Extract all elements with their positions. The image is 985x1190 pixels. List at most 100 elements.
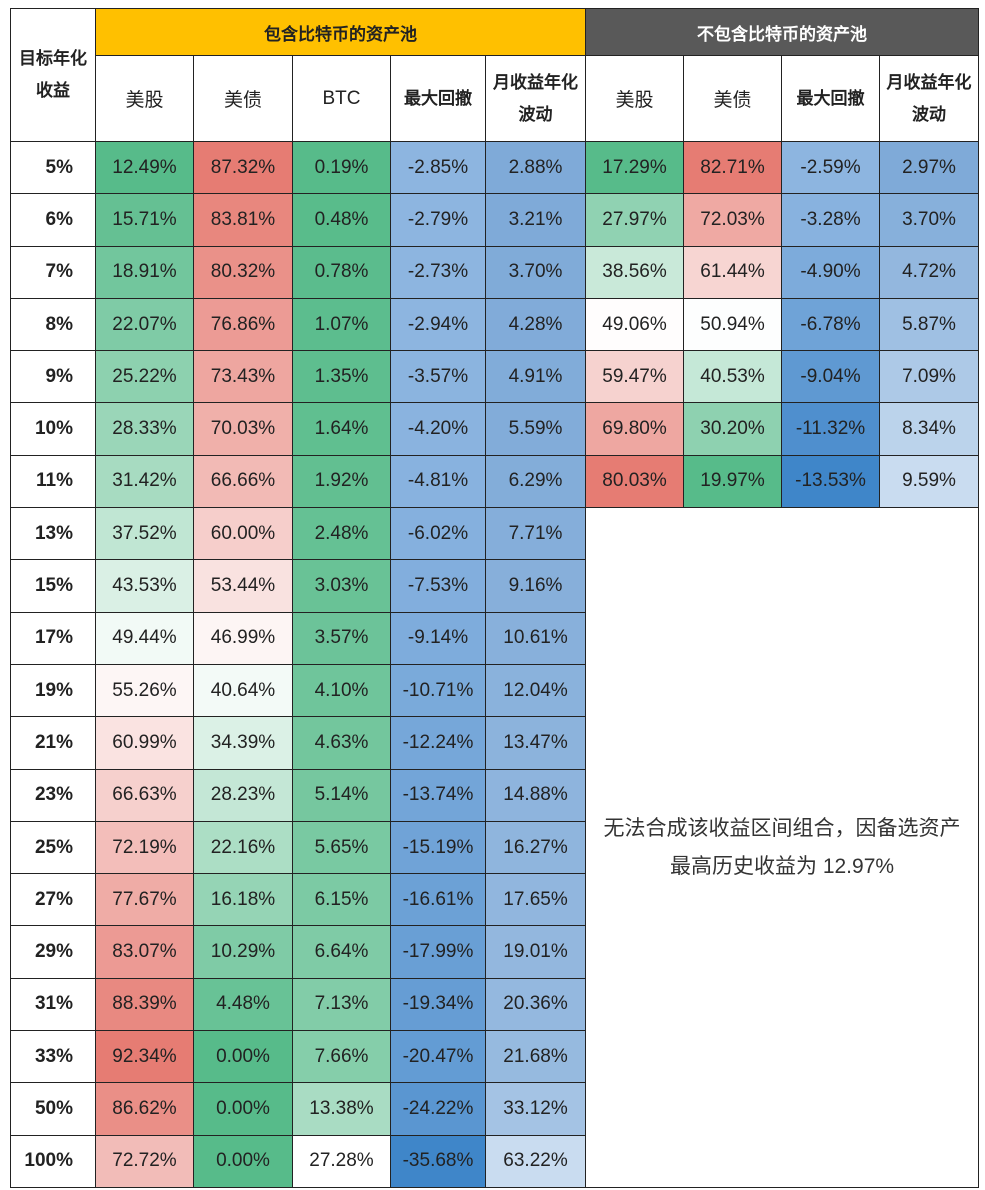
without-btc-volatility-cell: 4.72% xyxy=(879,245,980,299)
with-btc-us-bond-cell: 28.23% xyxy=(193,768,293,822)
with-btc-us-stock-cell: 15.71% xyxy=(95,193,194,247)
with-btc-btc-cell: 4.63% xyxy=(292,716,391,770)
table-row: 50% 86.62% 0.00% 13.38% -24.22% 33.12% xyxy=(10,1082,979,1136)
table-row: 29% 83.07% 10.29% 6.64% -17.99% 19.01% xyxy=(10,925,979,979)
with-btc-volatility-cell: 13.47% xyxy=(484,716,587,770)
with-btc-volatility-cell: 19.01% xyxy=(484,925,587,979)
with-btc-max-drawdown-cell: -10.71% xyxy=(390,663,486,718)
without-btc-volatility-cell: 9.59% xyxy=(879,454,980,509)
with-btc-group-header: 包含比特币的资产池 xyxy=(94,8,587,56)
table-row: 25% 72.19% 22.16% 5.65% -15.19% 16.27% xyxy=(10,820,979,875)
target-return-cell: 7% xyxy=(10,245,96,299)
with-btc-max-drawdown-cell: -16.61% xyxy=(390,873,486,927)
with-btc-volatility-cell: 21.68% xyxy=(484,1030,587,1084)
target-return-cell: 10% xyxy=(10,402,96,456)
table-row: 27% 77.67% 16.18% 6.15% -16.61% 17.65% xyxy=(10,873,979,927)
with-btc-us-stock-cell: 55.26% xyxy=(95,663,194,718)
without-btc-max-drawdown-cell: -4.90% xyxy=(781,245,881,299)
with-btc-volatility-cell: 5.59% xyxy=(484,402,587,456)
with-btc-volatility-cell: 6.29% xyxy=(484,454,587,509)
with-btc-us-bond-cell: 34.39% xyxy=(193,716,293,770)
with-btc-max-drawdown-cell: -2.85% xyxy=(390,140,486,195)
table-row: 11% 31.42% 66.66% 1.92% -4.81% 6.29% 80.03% 19.… xyxy=(10,454,980,509)
without-btc-max-drawdown-cell: -11.32% xyxy=(781,402,881,456)
without-btc-us-bond-cell: 19.97% xyxy=(683,454,783,509)
with-btc-max-drawdown-cell: -12.24% xyxy=(390,716,486,770)
with-btc-us-stock-cell: 60.99% xyxy=(95,716,194,770)
target-return-cell: 33% xyxy=(10,1030,96,1084)
with-btc-col-header: BTC xyxy=(292,55,391,142)
with-btc-btc-cell: 1.35% xyxy=(292,350,391,404)
table-row: 15% 43.53% 53.44% 3.03% -7.53% 9.16% xyxy=(10,559,979,613)
with-btc-volatility-cell: 20.36% xyxy=(484,977,587,1032)
without-btc-us-bond-cell: 40.53% xyxy=(683,350,783,404)
target-return-cell: 100% xyxy=(10,1134,96,1188)
target-return-header: 目标年化收益 xyxy=(10,8,96,142)
with-btc-volatility-cell: 14.88% xyxy=(484,768,587,822)
with-btc-us-stock-cell: 43.53% xyxy=(95,559,194,613)
with-btc-btc-cell: 7.66% xyxy=(292,1030,391,1084)
target-return-cell: 17% xyxy=(10,611,96,665)
with-btc-btc-cell: 6.64% xyxy=(292,925,391,979)
with-btc-btc-cell: 1.07% xyxy=(292,297,391,352)
with-btc-col-header: 美股 xyxy=(95,55,194,142)
target-return-cell: 9% xyxy=(10,350,96,404)
without-btc-col-header: 美债 xyxy=(683,55,783,142)
with-btc-btc-cell: 0.19% xyxy=(292,140,391,195)
with-btc-us-bond-cell: 10.29% xyxy=(193,925,293,979)
table-row: 5% 12.49% 87.32% 0.19% -2.85% 2.88% 17.29% 82.7… xyxy=(10,140,980,195)
with-btc-us-bond-cell: 66.66% xyxy=(193,454,293,509)
with-btc-max-drawdown-cell: -35.68% xyxy=(390,1134,486,1188)
without-btc-volatility-cell: 2.97% xyxy=(879,140,980,195)
without-btc-col-header: 最大回撤 xyxy=(781,55,881,142)
table-row: 17% 49.44% 46.99% 3.57% -9.14% 10.61% xyxy=(10,611,979,665)
target-return-cell: 13% xyxy=(10,507,96,561)
without-btc-max-drawdown-cell: -9.04% xyxy=(781,350,881,404)
target-return-cell: 6% xyxy=(10,193,96,247)
without-btc-us-bond-cell: 61.44% xyxy=(683,245,783,299)
without-btc-max-drawdown-cell: -6.78% xyxy=(781,297,881,352)
with-btc-btc-cell: 0.48% xyxy=(292,193,391,247)
table-row: 10% 28.33% 70.03% 1.64% -4.20% 5.59% 69.80% 30.… xyxy=(10,402,980,456)
with-btc-us-stock-cell: 31.42% xyxy=(95,454,194,509)
target-return-cell: 31% xyxy=(10,977,96,1032)
with-btc-us-stock-cell: 72.19% xyxy=(95,820,194,875)
with-btc-us-bond-cell: 40.64% xyxy=(193,663,293,718)
without-btc-us-stock-cell: 59.47% xyxy=(585,350,685,404)
with-btc-us-stock-cell: 37.52% xyxy=(95,507,194,561)
target-return-cell: 25% xyxy=(10,820,96,875)
without-btc-volatility-cell: 7.09% xyxy=(879,350,980,404)
with-btc-volatility-cell: 16.27% xyxy=(484,820,587,875)
with-btc-btc-cell: 3.03% xyxy=(292,559,391,613)
table-row: 13% 37.52% 60.00% 2.48% -6.02% 7.71% 无法合成该收益区间… xyxy=(10,507,980,1188)
with-btc-max-drawdown-cell: -24.22% xyxy=(390,1082,486,1136)
with-btc-col-header: 最大回撤 xyxy=(390,55,486,142)
target-return-cell: 11% xyxy=(10,454,96,509)
table-row: 33% 92.34% 0.00% 7.66% -20.47% 21.68% xyxy=(10,1030,979,1084)
with-btc-us-stock-cell: 86.62% xyxy=(95,1082,194,1136)
without-btc-volatility-cell: 8.34% xyxy=(879,402,980,456)
table-row: 6% 15.71% 83.81% 0.48% -2.79% 3.21% 27.97% 72.0… xyxy=(10,193,980,247)
with-btc-volatility-cell: 4.91% xyxy=(484,350,587,404)
table-row: 21% 60.99% 34.39% 4.63% -12.24% 13.47% xyxy=(10,716,979,770)
without-btc-us-stock-cell: 38.56% xyxy=(585,245,685,299)
allocation-table: 目标年化收益 包含比特币的资产池 不包含比特币的资产池 美股 美债 BTC 最大回撤月… xyxy=(10,8,980,1188)
with-btc-us-bond-cell: 22.16% xyxy=(193,820,293,875)
with-btc-us-bond-cell: 70.03% xyxy=(193,402,293,456)
with-btc-us-stock-cell: 12.49% xyxy=(95,140,194,195)
with-btc-volatility-cell: 17.65% xyxy=(484,873,587,927)
with-btc-btc-cell: 5.14% xyxy=(292,768,391,822)
with-btc-us-stock-cell: 49.44% xyxy=(95,611,194,665)
with-btc-volatility-cell: 12.04% xyxy=(484,663,587,718)
with-btc-us-bond-cell: 73.43% xyxy=(193,350,293,404)
with-btc-max-drawdown-cell: -20.47% xyxy=(390,1030,486,1084)
with-btc-volatility-cell: 63.22% xyxy=(484,1134,587,1188)
with-btc-max-drawdown-cell: -13.74% xyxy=(390,768,486,822)
with-btc-us-bond-cell: 0.00% xyxy=(193,1134,293,1188)
without-btc-us-bond-cell: 82.71% xyxy=(683,140,783,195)
table-row: 8% 22.07% 76.86% 1.07% -2.94% 4.28% 49.06% 50.9… xyxy=(10,297,980,352)
without-btc-col-header: 美股 xyxy=(585,55,685,142)
with-btc-us-bond-cell: 80.32% xyxy=(193,245,293,299)
with-btc-max-drawdown-cell: -2.94% xyxy=(390,297,486,352)
without-btc-max-drawdown-cell: -13.53% xyxy=(781,454,881,509)
